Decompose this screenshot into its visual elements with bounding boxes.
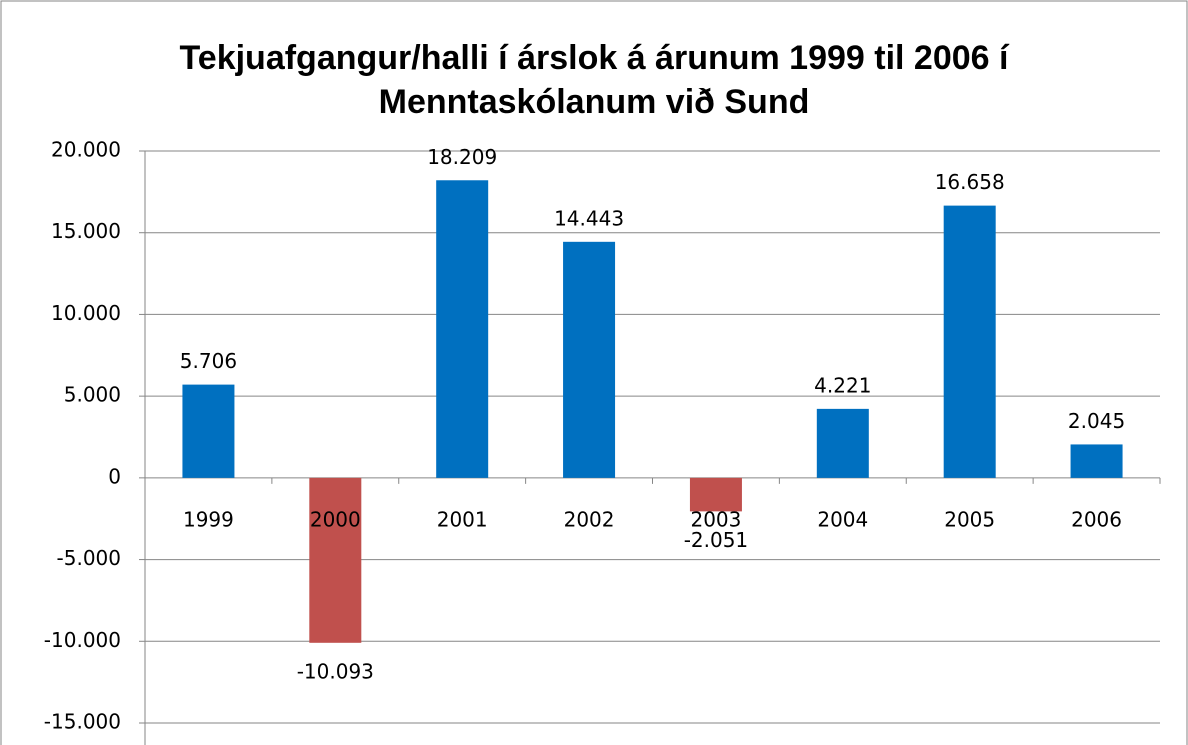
data-label: 16.658: [935, 170, 1005, 194]
chart-title: Tekjuafgangur/halli í árslok á árunum 19…: [179, 39, 1009, 121]
y-tick-label: -10.000: [44, 628, 121, 652]
x-tick-label: 2005: [944, 507, 995, 531]
bar: [309, 477, 362, 643]
data-label: -10.093: [297, 659, 374, 683]
y-tick-label: 10.000: [51, 301, 121, 325]
x-tick-label: 1999: [183, 507, 234, 531]
y-tick-label: 15.000: [51, 219, 121, 243]
y-tick-label: 5.000: [64, 383, 121, 407]
bar: [943, 205, 996, 478]
x-tick-label: 2006: [1071, 507, 1122, 531]
data-label: 2.045: [1068, 409, 1125, 433]
data-label: 5.706: [180, 349, 237, 373]
x-tick-label: 2003: [690, 507, 741, 531]
y-tick-label: -5.000: [57, 546, 121, 570]
data-label: -2.051: [684, 528, 748, 552]
data-label: 4.221: [814, 373, 871, 397]
x-tick-label: 2004: [817, 507, 868, 531]
bar: [816, 408, 869, 478]
bar: [436, 180, 489, 478]
bar: [182, 384, 235, 478]
x-tick-label: 2001: [437, 507, 488, 531]
data-label: 14.443: [554, 206, 624, 230]
bar: [689, 477, 742, 512]
y-tick-label: 20.000: [51, 138, 121, 162]
bar: [563, 241, 616, 478]
bar: [1070, 444, 1123, 478]
y-tick-label: -15.000: [44, 710, 121, 734]
y-tick-label: 0: [108, 464, 121, 488]
x-tick-label: 2000: [310, 507, 361, 531]
data-label: 18.209: [427, 145, 497, 169]
x-tick-label: 2002: [564, 507, 615, 531]
